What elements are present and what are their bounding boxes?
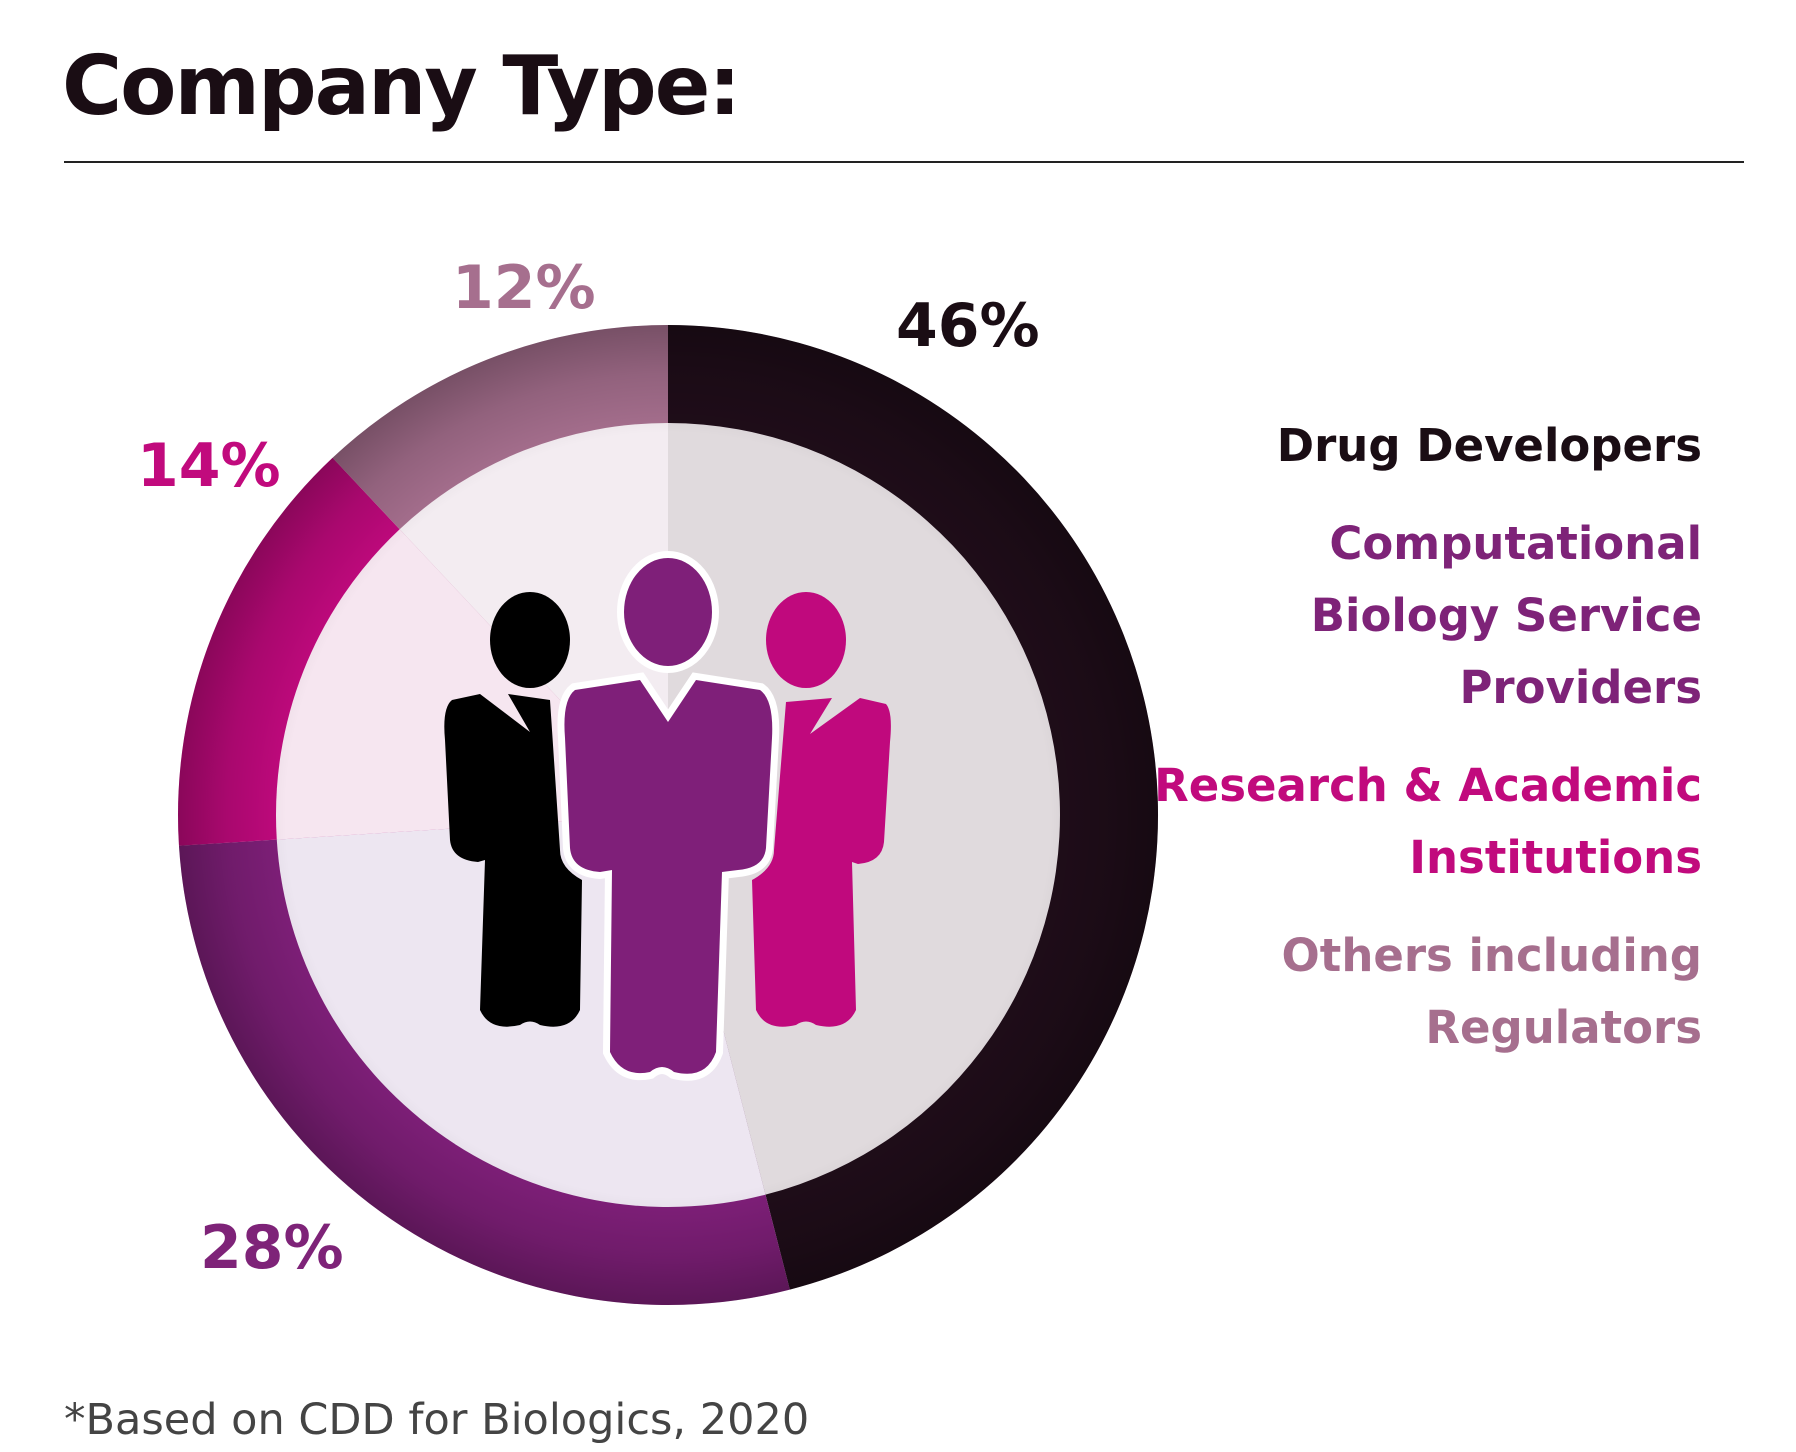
- legend-item-research-academic: Research & Academic Institutions: [1154, 759, 1702, 884]
- three-people-icon: [444, 551, 891, 1081]
- legend-item-computational-biology: Computational Biology Service Providers: [1310, 517, 1702, 714]
- percent-label-computational-biology: 28%: [200, 1213, 344, 1283]
- percent-label-research-academic: 14%: [137, 431, 281, 501]
- person-left-icon: [444, 592, 582, 1027]
- source-footnote: *Based on CDD for Biologics, 2020: [64, 1395, 810, 1445]
- title-divider: [64, 161, 1744, 163]
- percent-label-others: 12%: [452, 253, 596, 323]
- person-center-icon: [557, 551, 780, 1081]
- percent-label-drug-developers: 46%: [896, 291, 1040, 361]
- person-right-icon: [752, 592, 891, 1027]
- legend-item-others: Others including Regulators: [1281, 929, 1702, 1054]
- legend-item-drug-developers: Drug Developers: [1276, 419, 1702, 472]
- page-title: Company Type:: [62, 39, 741, 134]
- chart-legend: Drug Developers Computational Biology Se…: [1142, 410, 1702, 1090]
